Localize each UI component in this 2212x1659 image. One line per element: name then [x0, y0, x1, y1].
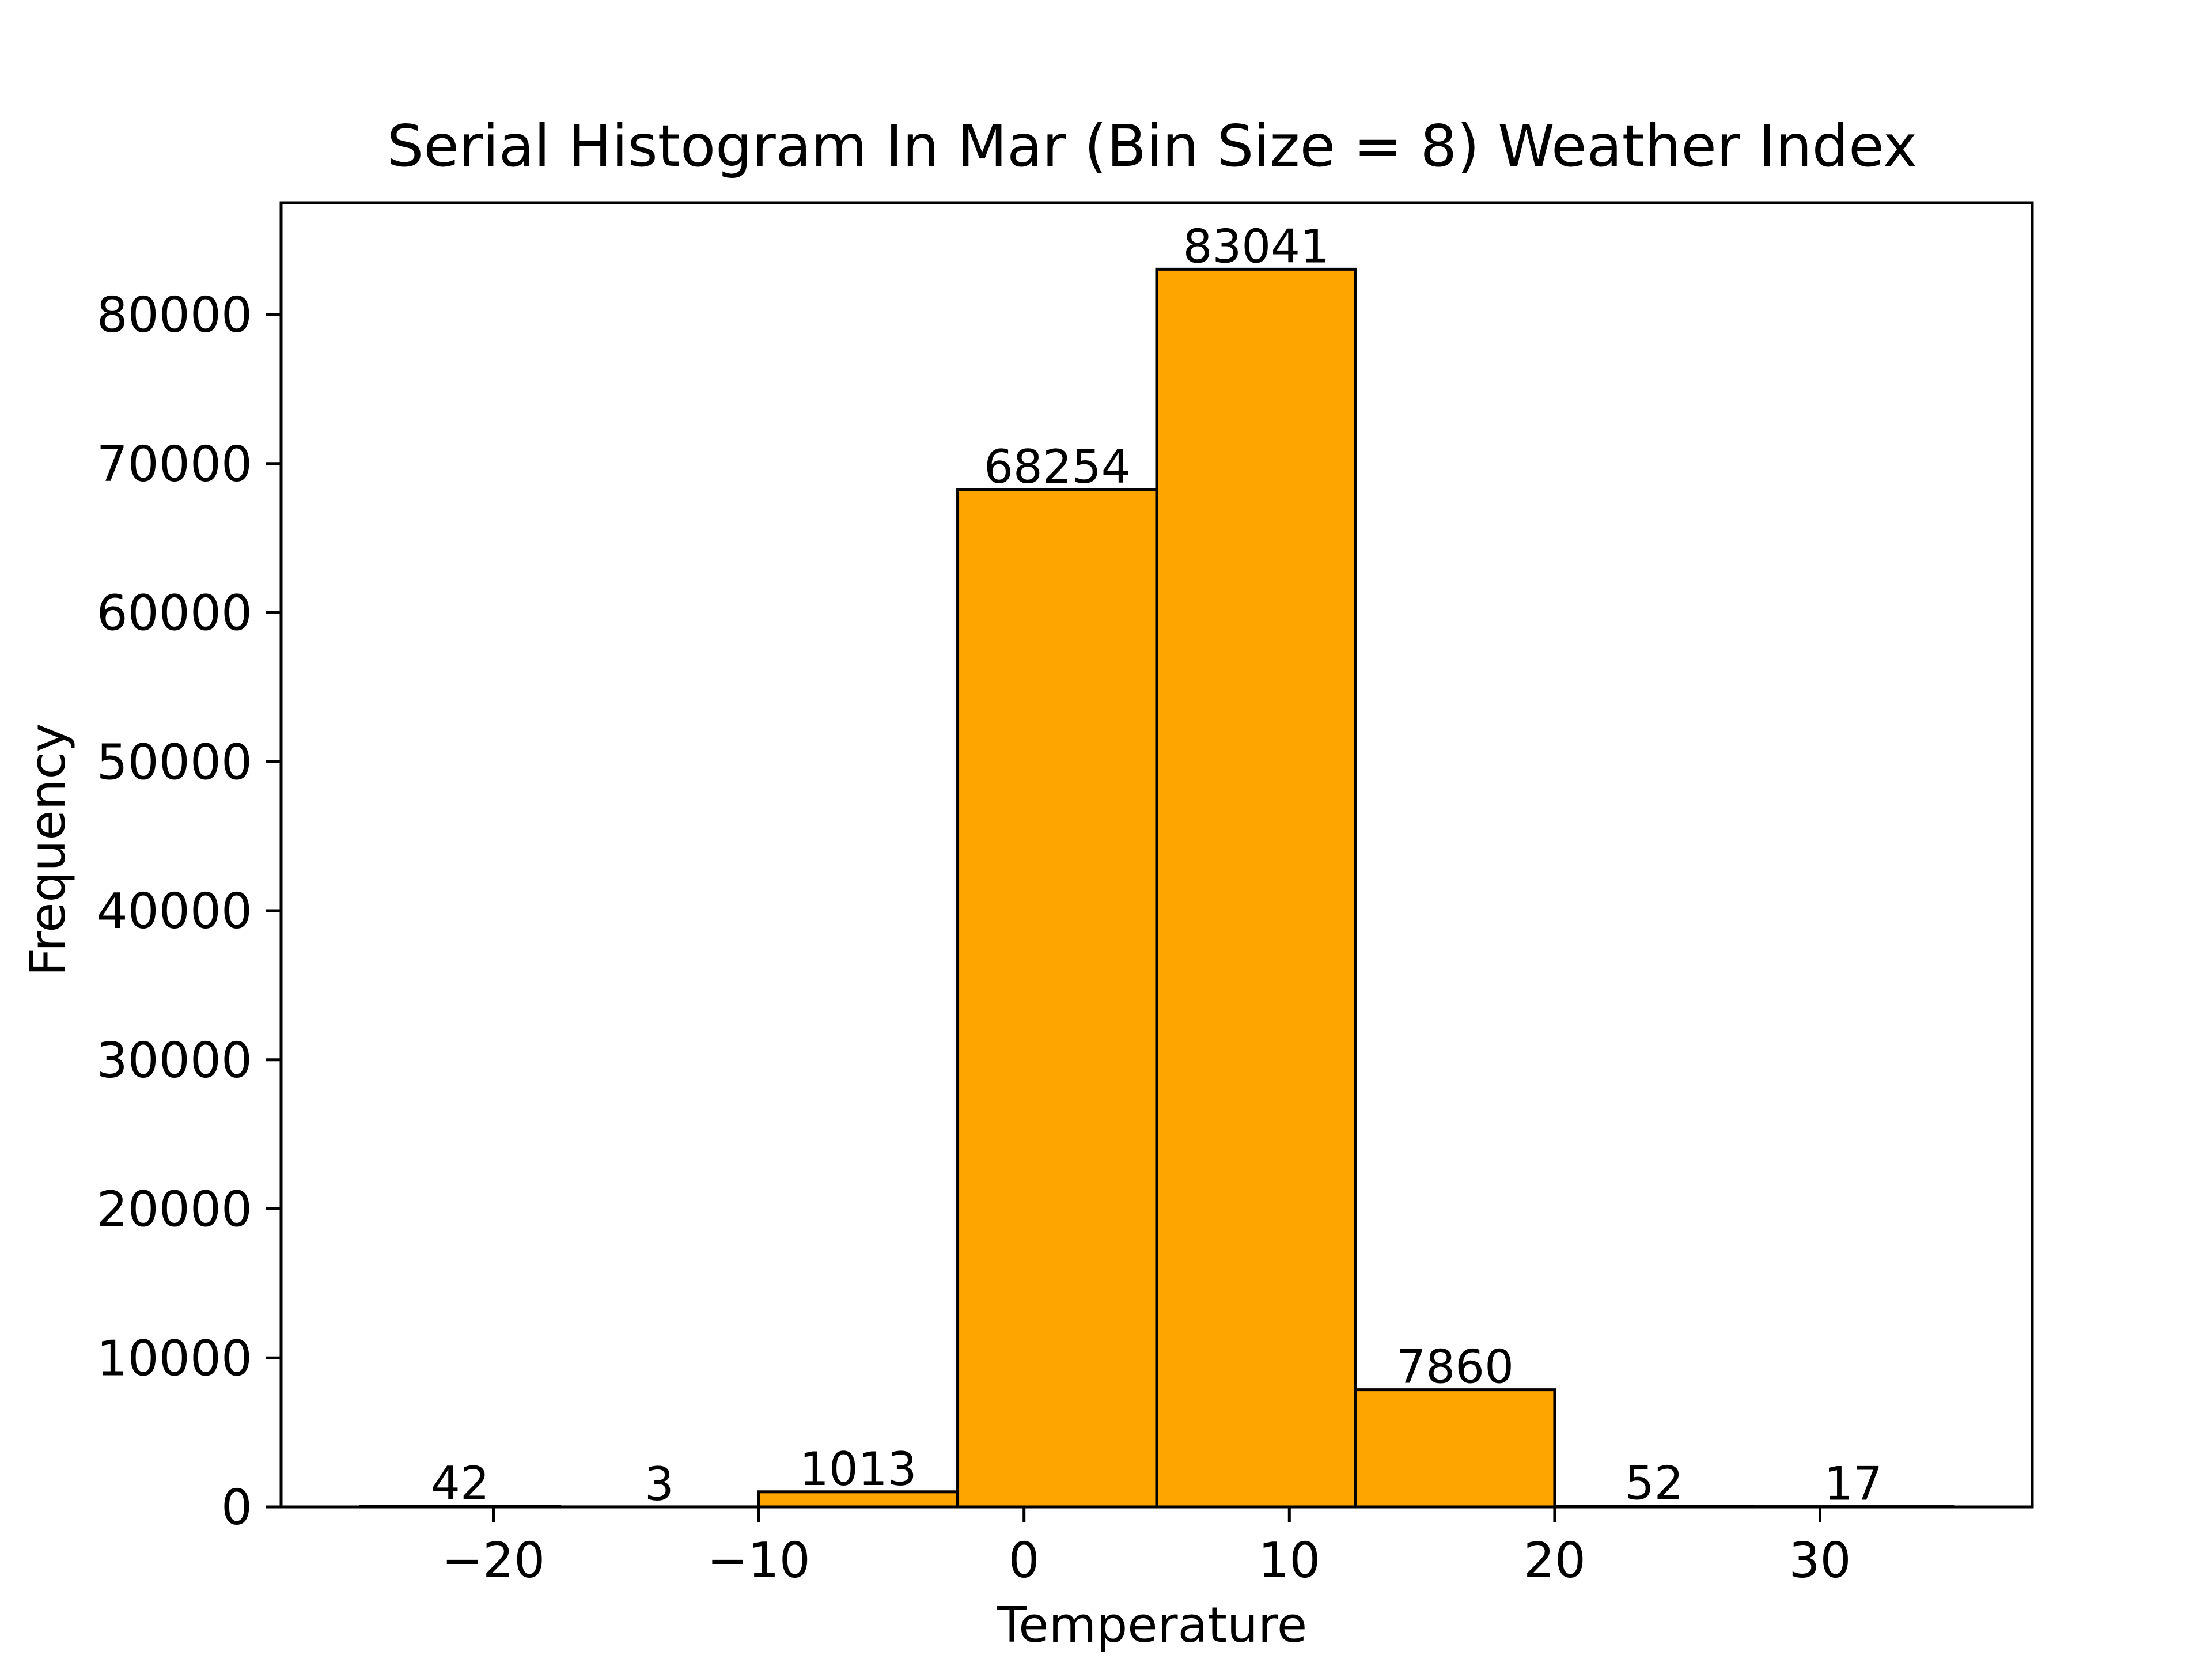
y-axis: 0 10000 20000 30000 40000 50000 60000 70000 8000…	[97, 287, 281, 1536]
bar-value-label: 1013	[800, 1442, 917, 1496]
x-axis-label: Temperature	[997, 1597, 1307, 1654]
bar-value-label: 3	[645, 1457, 674, 1511]
bar-value-label: 52	[1625, 1457, 1684, 1510]
bars-group	[359, 267, 1955, 1509]
histogram-bar	[1354, 1388, 1556, 1509]
y-tick-label: 10000	[97, 1330, 252, 1387]
x-tick-label: 10	[1258, 1532, 1320, 1589]
y-axis-label: Frequency	[20, 723, 77, 976]
bar-value-label: 7860	[1396, 1340, 1514, 1394]
plot-frame	[279, 201, 2034, 1509]
y-tick-label: 50000	[97, 734, 252, 791]
x-axis: −20 −10 0 10 20 30	[442, 1507, 1851, 1589]
x-tick-label: 30	[1789, 1532, 1851, 1589]
histogram-bar	[1155, 267, 1357, 1509]
x-tick-label: 0	[1009, 1532, 1040, 1589]
histogram-bar	[956, 488, 1158, 1509]
y-tick-label: 0	[221, 1479, 252, 1536]
bar-value-label: 42	[431, 1457, 490, 1510]
y-tick-label: 80000	[97, 287, 252, 344]
y-tick-label: 30000	[97, 1032, 252, 1089]
x-tick-label: 20	[1524, 1532, 1586, 1589]
bar-value-label: 17	[1824, 1457, 1883, 1511]
bar-labels-group: 42 3 1013 68254 83041 7860 52 17	[431, 219, 1883, 1511]
y-tick-label: 40000	[97, 883, 252, 940]
bar-value-label: 83041	[1183, 219, 1330, 273]
x-tick-label: −10	[707, 1532, 810, 1589]
y-tick-label: 60000	[97, 585, 252, 642]
y-tick-label: 20000	[97, 1181, 252, 1238]
bar-value-label: 68254	[984, 440, 1131, 494]
y-tick-label: 70000	[97, 436, 252, 493]
chart-title: Serial Histogram In Mar (Bin Size = 8) W…	[387, 112, 1917, 180]
x-tick-label: −20	[442, 1532, 545, 1589]
